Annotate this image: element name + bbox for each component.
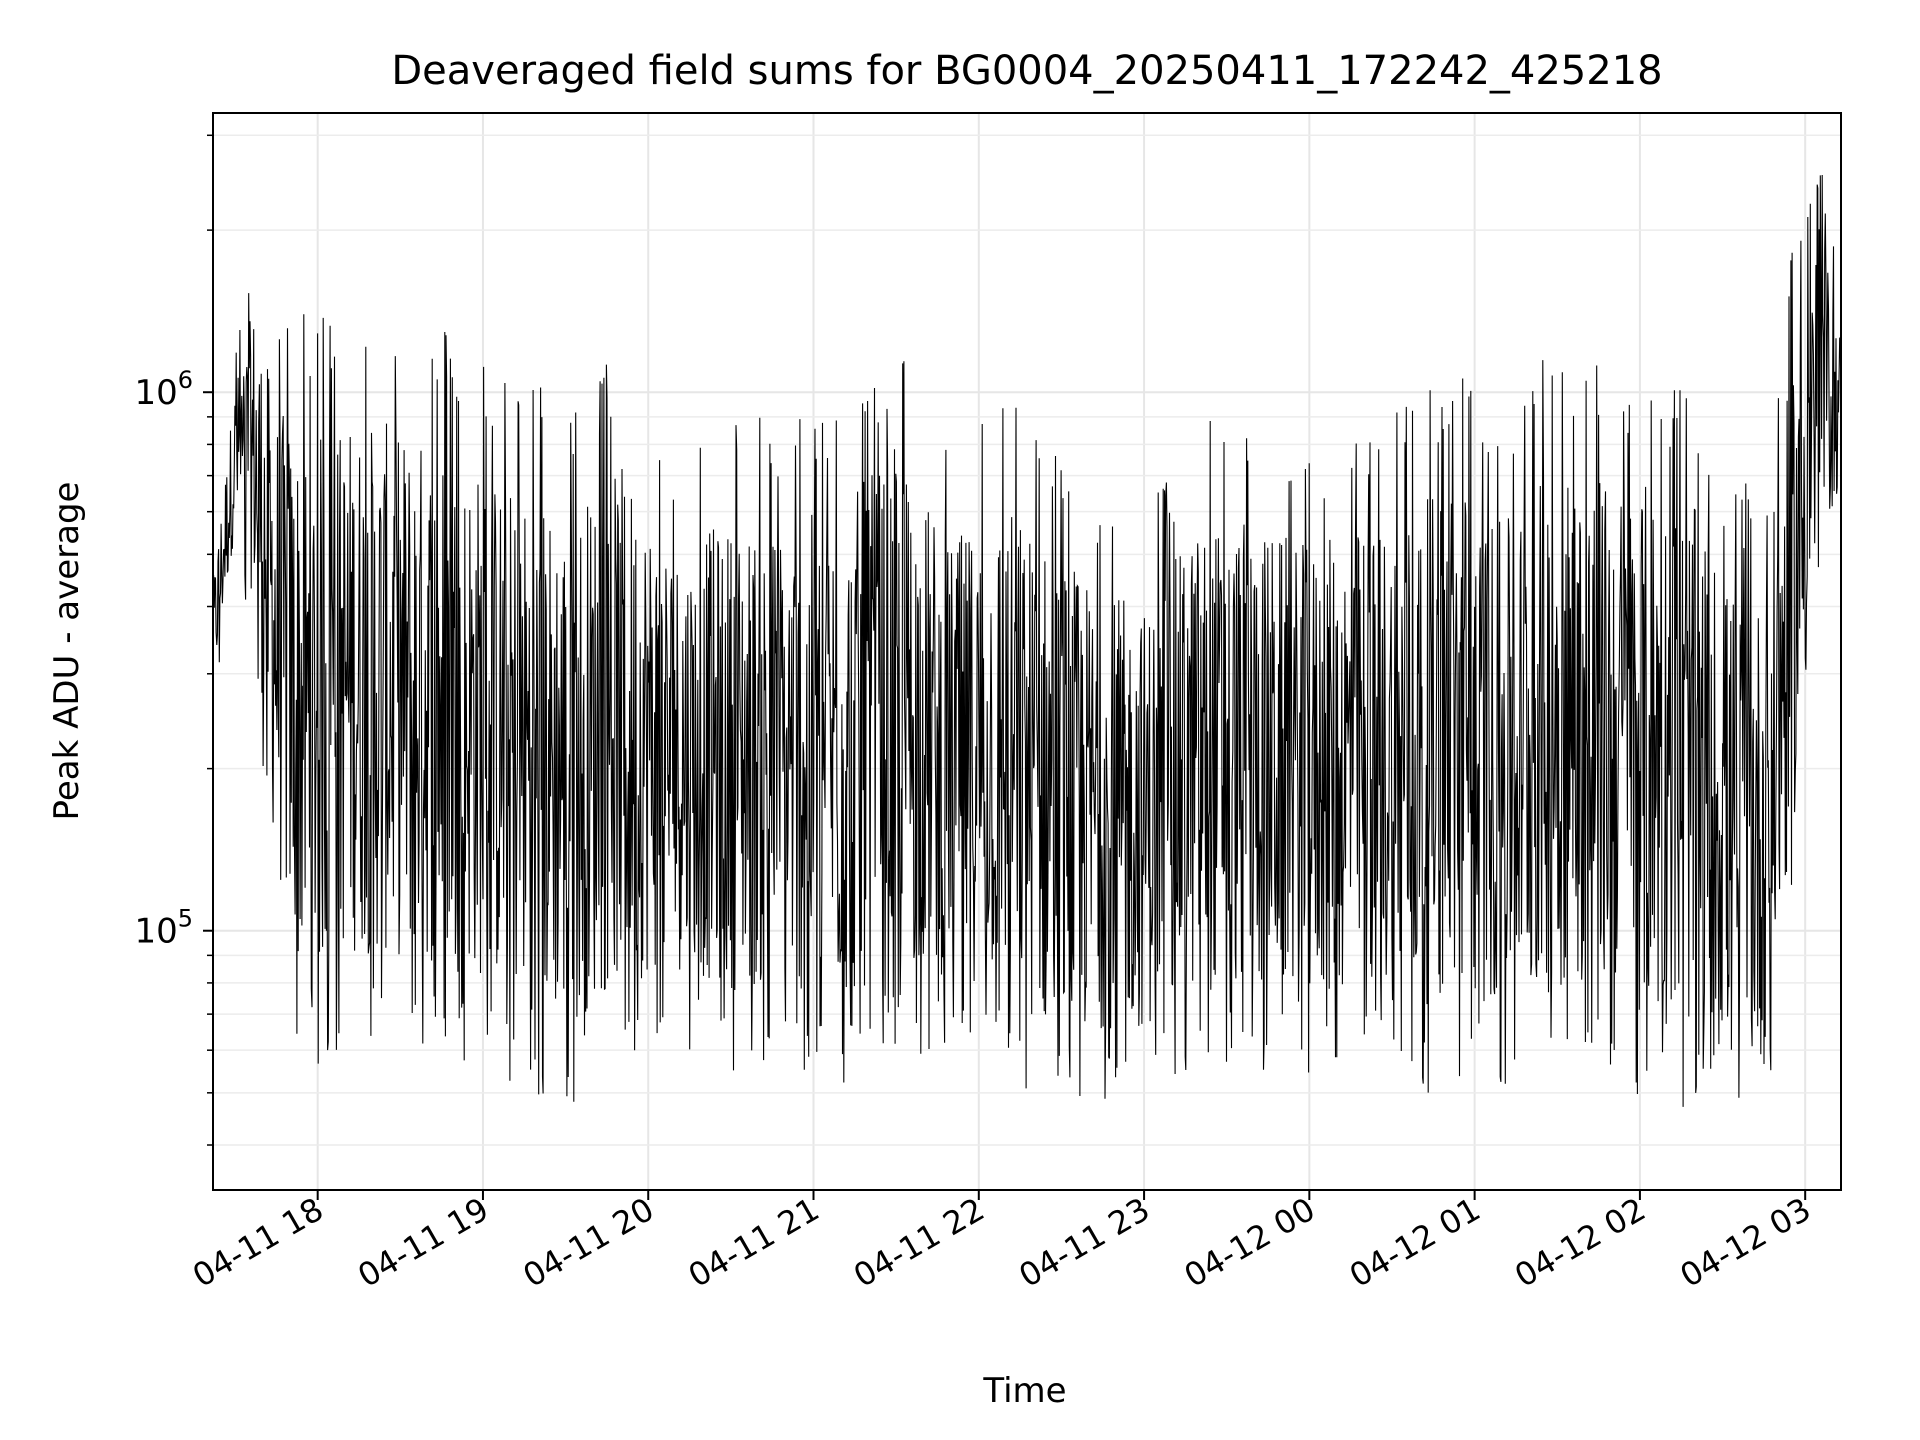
y-tick-label: 105: [134, 905, 193, 952]
y-tick-label: 106: [134, 366, 193, 413]
plot-frame: [212, 112, 1842, 1191]
x-axis-label: Time: [982, 1371, 1066, 1411]
y-axis-label: Peak ADU - average: [47, 482, 87, 821]
y-tick-base: 10: [134, 912, 177, 952]
series-layer: [212, 174, 1842, 1107]
y-tick-exponent: 6: [178, 366, 193, 394]
y-tick-exponent: 5: [178, 905, 193, 933]
series-line: [212, 174, 1842, 1107]
y-tick-base: 10: [134, 373, 177, 413]
chart-title: Deaveraged field sums for BG0004_2025041…: [391, 48, 1662, 94]
